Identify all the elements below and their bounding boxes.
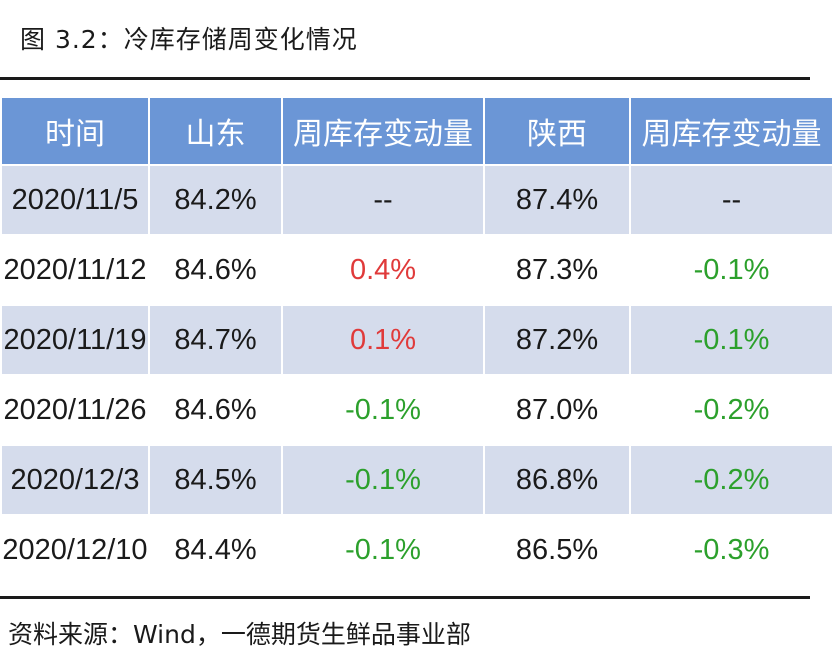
shandong-change-cell: -0.1% (281, 374, 485, 446)
shandong-change-cell: -0.1% (281, 444, 485, 516)
table-row: 2020/11/26 84.6% -0.1% 87.0% -0.2% (0, 374, 834, 446)
top-rule (0, 77, 810, 80)
shaanxi-change-cell: -0.2% (629, 444, 834, 516)
shandong-change-cell: 0.4% (281, 234, 485, 306)
shaanxi-change-cell: -- (629, 164, 834, 236)
shaanxi-change-cell: -0.1% (629, 304, 834, 376)
header-time: 时间 (0, 96, 150, 166)
table-row: 2020/11/5 84.2% -- 87.4% -- (0, 164, 834, 236)
table-row: 2020/11/19 84.7% 0.1% 87.2% -0.1% (0, 304, 834, 376)
header-shandong: 山东 (148, 96, 283, 166)
shaanxi-cell: 86.5% (483, 514, 631, 586)
date-cell: 2020/12/10 (0, 514, 150, 586)
shaanxi-cell: 87.4% (483, 164, 631, 236)
date-cell: 2020/12/3 (0, 444, 150, 516)
shandong-change-cell: -- (281, 164, 485, 236)
shaanxi-cell: 86.8% (483, 444, 631, 516)
source-note: 资料来源：Wind，一德期货生鲜品事业部 (8, 620, 471, 649)
shandong-cell: 84.7% (148, 304, 283, 376)
figure-caption: 图 3.2：冷库存储周变化情况 (20, 25, 358, 54)
shaanxi-change-cell: -0.1% (629, 234, 834, 306)
shaanxi-cell: 87.2% (483, 304, 631, 376)
date-cell: 2020/11/26 (0, 374, 150, 446)
table-row: 2020/12/10 84.4% -0.1% 86.5% -0.3% (0, 514, 834, 586)
header-shandong-change: 周库存变动量 (281, 96, 485, 166)
header-row: 时间 山东 周库存变动量 陕西 周库存变动量 (0, 96, 834, 166)
shaanxi-cell: 87.0% (483, 374, 631, 446)
date-cell: 2020/11/5 (0, 164, 150, 236)
shandong-change-cell: 0.1% (281, 304, 485, 376)
shandong-change-cell: -0.1% (281, 514, 485, 586)
shaanxi-change-cell: -0.3% (629, 514, 834, 586)
shandong-cell: 84.4% (148, 514, 283, 586)
date-cell: 2020/11/19 (0, 304, 150, 376)
table-row: 2020/12/3 84.5% -0.1% 86.8% -0.2% (0, 444, 834, 516)
shandong-cell: 84.5% (148, 444, 283, 516)
storage-table: 时间 山东 周库存变动量 陕西 周库存变动量 2020/11/5 84.2% -… (0, 96, 834, 586)
shandong-cell: 84.6% (148, 234, 283, 306)
header-shaanxi: 陕西 (483, 96, 631, 166)
header-shaanxi-change: 周库存变动量 (629, 96, 834, 166)
shandong-cell: 84.6% (148, 374, 283, 446)
bottom-rule (0, 596, 810, 599)
shandong-cell: 84.2% (148, 164, 283, 236)
table-row: 2020/11/12 84.6% 0.4% 87.3% -0.1% (0, 234, 834, 306)
date-cell: 2020/11/12 (0, 234, 150, 306)
shaanxi-cell: 87.3% (483, 234, 631, 306)
shaanxi-change-cell: -0.2% (629, 374, 834, 446)
